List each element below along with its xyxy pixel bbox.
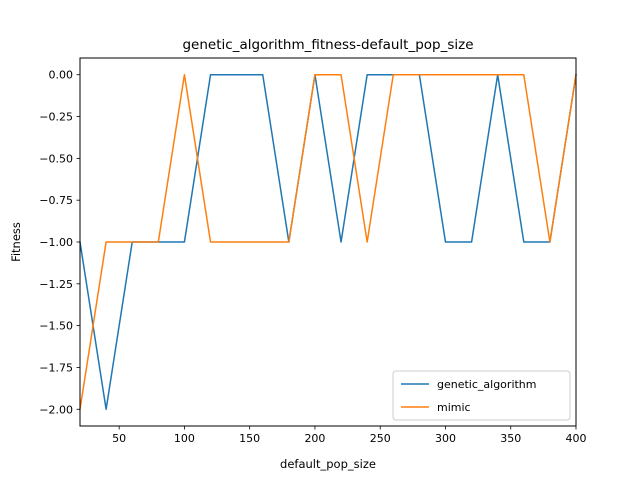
x-tick-label: 300 [435, 432, 456, 445]
y-tick-label: −0.25 [39, 111, 73, 124]
x-tick-label: 150 [239, 432, 260, 445]
legend-label-mimic: mimic [437, 401, 471, 414]
y-tick-label: 0.00 [49, 69, 74, 82]
x-tick-label: 100 [174, 432, 195, 445]
x-tick-label: 50 [112, 432, 126, 445]
chart-title: genetic_algorithm_fitness-default_pop_si… [182, 37, 473, 53]
legend: genetic_algorithm mimic [392, 370, 571, 421]
y-tick-label: −0.50 [39, 152, 73, 165]
x-tick-label: 200 [304, 432, 325, 445]
series-line-mimic [79, 73, 577, 411]
x-tick-label: 350 [500, 432, 521, 445]
y-tick-label: −1.50 [39, 320, 73, 333]
x-tick-label: 250 [370, 432, 391, 445]
legend-label-genetic-algorithm: genetic_algorithm [437, 378, 537, 391]
y-tick-label: −2.00 [39, 403, 73, 416]
x-axis-label: default_pop_size [280, 457, 376, 471]
y-tick-label: −1.00 [39, 236, 73, 249]
y-axis-label: Fitness [9, 222, 23, 262]
series-line-genetic-algorithm [79, 73, 577, 411]
axis-ticks: 50 100 150 200 250 300 350 400 0.00 −0.25 −0.50 −0.… [39, 69, 586, 445]
y-tick-label: −1.25 [39, 278, 73, 291]
axes-frame [79, 57, 577, 427]
y-tick-label: −0.75 [39, 194, 73, 207]
y-tick-label: −1.75 [39, 361, 73, 374]
x-tick-label: 400 [566, 432, 587, 445]
legend-box [392, 370, 571, 421]
